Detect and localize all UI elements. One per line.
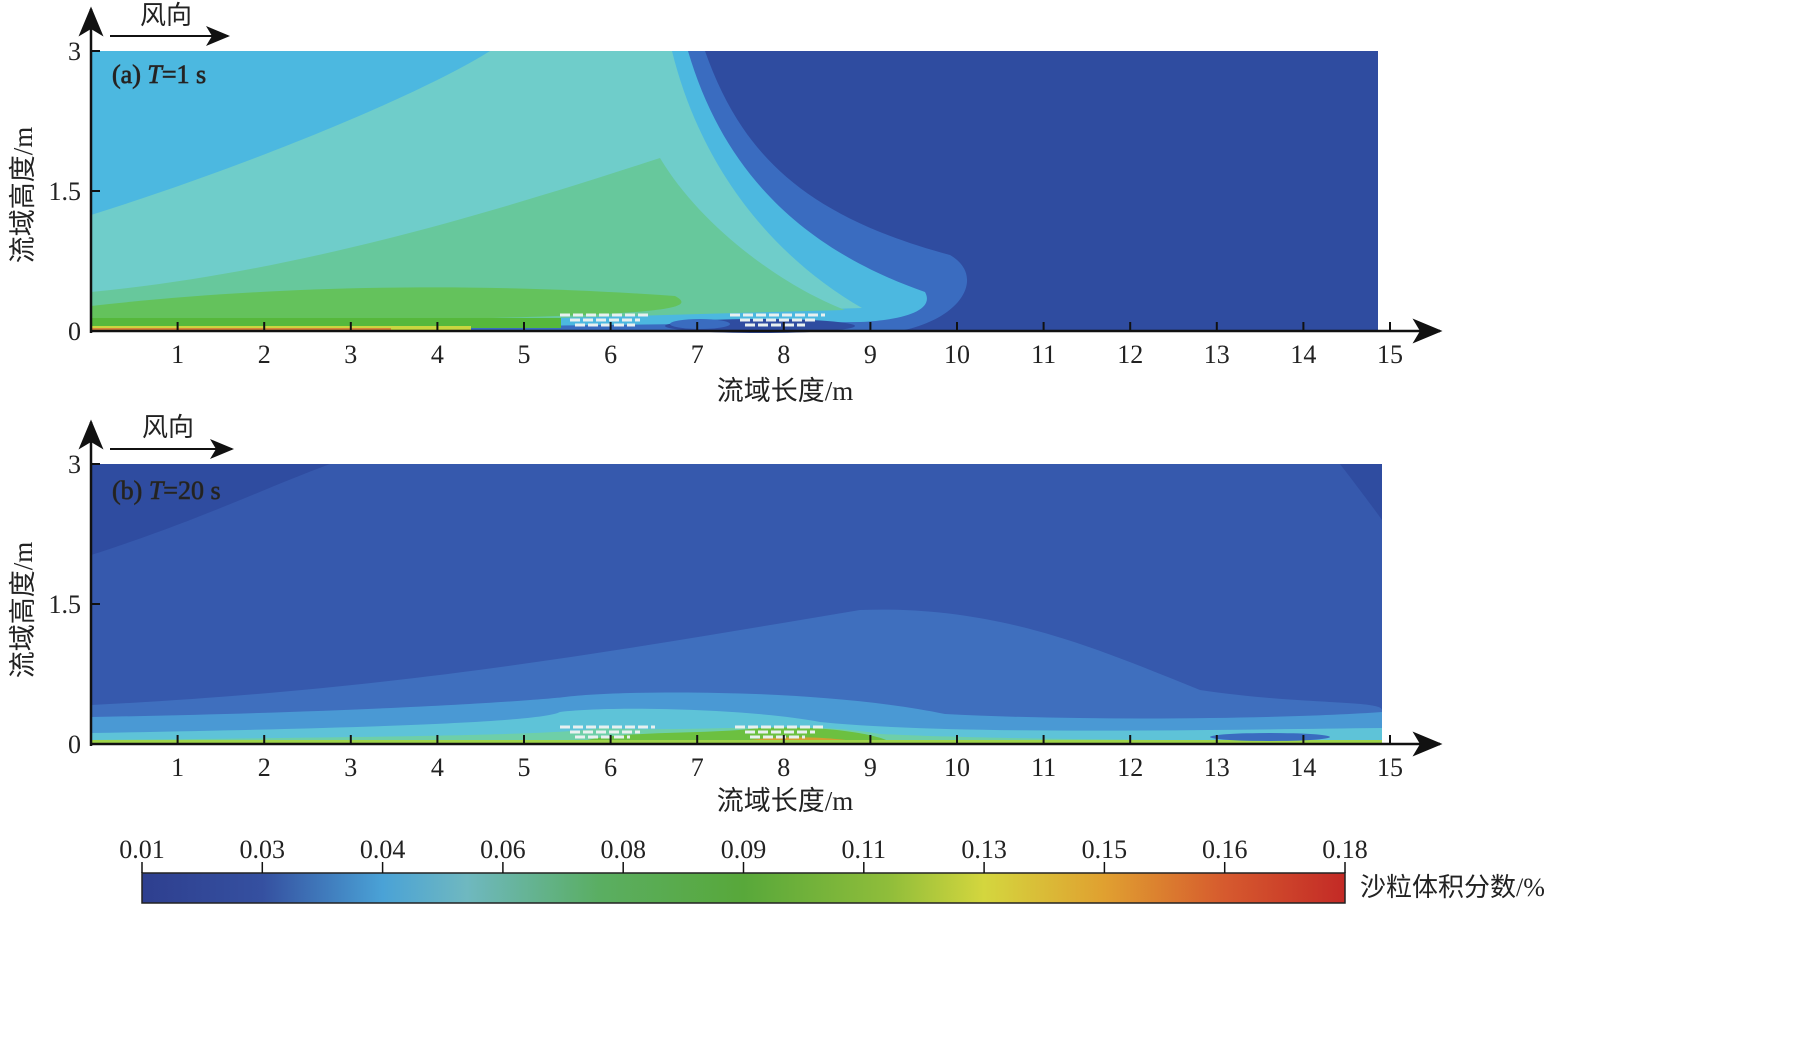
- x-tick-label: 11: [1031, 753, 1056, 782]
- x-tick-label: 3: [344, 753, 357, 782]
- time-value: =20 s: [163, 476, 220, 505]
- y-tick-label: 1.5: [49, 590, 82, 619]
- colorbar-ticks: 0.01 0.03 0.04 0.06 0.08 0.09 0.11 0.13 0.15 0.16…: [119, 835, 1368, 873]
- colorbar-tick-label: 0.03: [240, 835, 286, 864]
- x-tick-label: 12: [1117, 753, 1143, 782]
- y-axis-label-a: 流域高度/m: [8, 127, 38, 264]
- x-tick-label: 12: [1117, 340, 1143, 369]
- x-tick-label: 10: [944, 340, 970, 369]
- y-tick-label: 3: [68, 37, 81, 66]
- x-axis-label-b: 流域长度/m: [717, 786, 854, 816]
- x-tick-label: 5: [518, 340, 531, 369]
- colorbar-tick-label: 0.01: [119, 835, 165, 864]
- x-tick-label: 3: [344, 340, 357, 369]
- x-tick-label: 9: [864, 340, 877, 369]
- x-axis-label-a: 流域长度/m: [717, 376, 854, 406]
- x-tick-label: 1: [171, 753, 184, 782]
- x-tick-label: 7: [691, 340, 704, 369]
- panel-prefix: (b): [112, 476, 149, 505]
- y-tick-label: 1.5: [49, 177, 82, 206]
- colorbar-gradient: [141, 872, 1346, 904]
- x-tick-label: 9: [864, 753, 877, 782]
- colorbar-tick-label: 0.08: [600, 835, 646, 864]
- fence-a: [560, 313, 825, 327]
- y-tick-label: 3: [68, 450, 81, 479]
- x-tick-label: 10: [944, 753, 970, 782]
- colorbar-tick-label: 0.15: [1082, 835, 1128, 864]
- colorbar-tick-label: 0.11: [842, 835, 887, 864]
- x-tick-label: 4: [431, 753, 444, 782]
- y-axis-label-b: 流域高度/m: [8, 542, 38, 679]
- x-tick-label: 15: [1377, 340, 1403, 369]
- colorbar-tick-label: 0.16: [1202, 835, 1248, 864]
- x-tick-label: 4: [431, 340, 444, 369]
- contour-field-b: [91, 464, 1382, 744]
- colorbar-label: 沙粒体积分数/%: [1360, 873, 1545, 902]
- x-tick-label: 13: [1204, 340, 1230, 369]
- x-tick-label: 15: [1377, 753, 1403, 782]
- colorbar-tick-label: 0.04: [360, 835, 406, 864]
- x-tick-label: 6: [604, 340, 617, 369]
- colorbar-tick-label: 0.09: [721, 835, 767, 864]
- x-tick-label: 5: [518, 753, 531, 782]
- colorbar-tick-label: 0.13: [961, 835, 1007, 864]
- x-tick-label: 13: [1204, 753, 1230, 782]
- colorbar-tick-label: 0.18: [1322, 835, 1368, 864]
- x-tick-label: 14: [1290, 753, 1316, 782]
- time-value: =1 s: [162, 60, 206, 89]
- panel-b-label: (b) T=20 s: [112, 476, 221, 505]
- x-tick-label: 14: [1290, 340, 1316, 369]
- panel-a-label: (a) T=1 s: [112, 60, 206, 89]
- y-tick-label: 0: [68, 317, 81, 346]
- contour-field-a: [91, 51, 1378, 333]
- y-tick-label: 0: [68, 730, 81, 759]
- x-tick-label: 2: [258, 753, 271, 782]
- x-tick-label: 2: [258, 340, 271, 369]
- x-tick-label: 8: [777, 753, 790, 782]
- x-tick-label: 1: [171, 340, 184, 369]
- x-tick-label: 11: [1031, 340, 1056, 369]
- time-symbol: T: [147, 60, 163, 89]
- x-tick-label: 7: [691, 753, 704, 782]
- panel-prefix: (a): [112, 60, 147, 89]
- x-tick-label: 8: [777, 340, 790, 369]
- wind-label-b: 风向: [142, 413, 194, 442]
- x-tick-label: 6: [604, 753, 617, 782]
- time-symbol: T: [149, 476, 165, 505]
- fence-b: [560, 725, 825, 739]
- wind-label-a: 风向: [140, 1, 192, 30]
- colorbar: 0.01 0.03 0.04 0.06 0.08 0.09 0.11 0.13 0.15 0.16…: [119, 835, 1545, 904]
- colorbar-tick-label: 0.06: [480, 835, 526, 864]
